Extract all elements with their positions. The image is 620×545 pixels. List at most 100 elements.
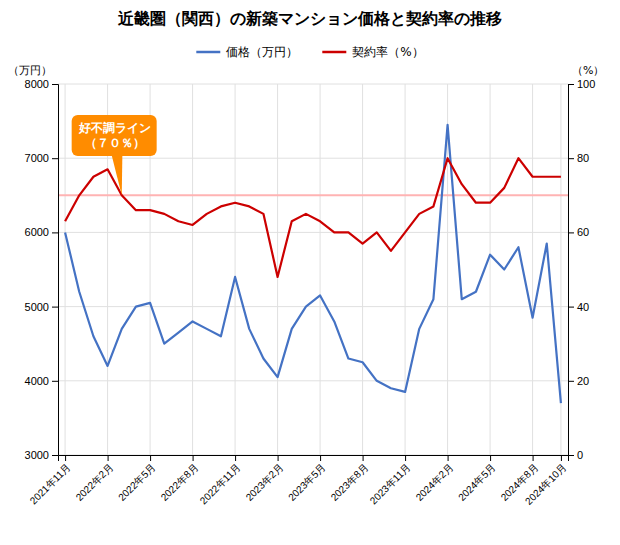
tick-mark	[405, 455, 406, 461]
tick-mark	[108, 455, 109, 461]
y2-tick: 100	[568, 78, 595, 90]
x-tick: 2022年11月	[198, 455, 243, 506]
tick-mark	[52, 232, 58, 233]
axis-line	[52, 85, 59, 456]
tick-mark	[568, 158, 574, 159]
y-tick-label: 6000	[25, 226, 49, 238]
annotation-box	[72, 115, 157, 156]
x-tick: 2022年2月	[74, 455, 116, 503]
x-tick-label: 2022年5月	[116, 461, 158, 503]
grid-line	[320, 84, 321, 455]
tick-mark	[52, 307, 58, 308]
y2-axis: 0 20 40 60 80 100	[568, 78, 595, 461]
y2-tick-label: 60	[577, 226, 589, 238]
x-axis: 2021年11月2022年2月2022年5月2022年8月2022年11月202…	[28, 455, 569, 507]
x-tick: 2024年10月	[523, 455, 569, 507]
annotation-text: 好不調ライン（７０％）	[78, 121, 151, 150]
tick-mark	[568, 232, 574, 233]
y-tick: 7000	[25, 152, 58, 164]
y2-tick-label: 20	[577, 375, 589, 387]
x-tick: 2021年11月	[28, 455, 73, 506]
legend-swatch	[196, 51, 220, 54]
tick-mark	[320, 455, 321, 461]
tick-mark	[533, 455, 534, 461]
x-tick-label: 2022年2月	[74, 461, 116, 503]
y2-tick: 60	[568, 226, 589, 238]
tick-mark	[52, 381, 58, 382]
y-tick-label: 7000	[25, 152, 49, 164]
x-tick: 2023年11月	[368, 455, 413, 506]
tick-mark	[278, 455, 279, 461]
legend-swatch	[322, 51, 346, 54]
tick-mark	[448, 455, 449, 461]
y2-tick-label: 0	[577, 449, 583, 461]
legend-item: 価格（万円）	[196, 45, 298, 59]
grid-line	[362, 84, 363, 455]
tick-mark	[193, 455, 194, 461]
grid-line	[235, 84, 236, 455]
legend-label: 価格（万円）	[226, 45, 298, 59]
x-tick: 2023年2月	[244, 455, 286, 503]
x-tick-label: 2023年5月	[286, 461, 328, 503]
legend-label: 契約率（%）	[352, 45, 423, 59]
y-tick-label: 4000	[25, 375, 49, 387]
grid-line	[405, 84, 406, 455]
y2-tick: 80	[568, 152, 589, 164]
grid-line	[277, 84, 278, 455]
grid-line	[58, 84, 568, 85]
y2-tick: 40	[568, 301, 589, 313]
y-tick: 8000	[25, 78, 58, 90]
y-axis: 3000 4000 5000 6000 7000 8000	[25, 78, 59, 461]
tick-mark	[235, 455, 236, 461]
x-tick-label: 2024年10月	[523, 461, 569, 507]
y-tick-label: 5000	[25, 301, 49, 313]
y2-tick-label: 40	[577, 301, 589, 313]
x-tick: 2022年5月	[116, 455, 158, 503]
tick-mark	[568, 455, 574, 456]
tick-mark	[65, 455, 66, 461]
chart-container: 近畿圏（関西）の新築マンション価格と契約率の推移2021年11月2022年2月2…	[0, 0, 620, 545]
series-line	[65, 158, 561, 277]
y2-axis-label: （%）	[572, 64, 604, 77]
y-tick: 3000	[25, 449, 58, 461]
tick-mark	[150, 455, 151, 461]
x-tick: 2023年5月	[286, 455, 328, 503]
tick-mark	[490, 455, 491, 461]
grid-line	[532, 84, 533, 455]
chart-svg: 近畿圏（関西）の新築マンション価格と契約率の推移2021年11月2022年2月2…	[0, 0, 620, 545]
grid	[58, 84, 568, 455]
tick-mark	[568, 307, 574, 308]
grid-line	[58, 232, 568, 233]
tick-mark	[561, 455, 562, 461]
y-tick: 5000	[25, 301, 58, 313]
y-tick-label: 8000	[25, 78, 49, 90]
axis-line	[59, 456, 569, 462]
y-axis-label: （万円）	[8, 64, 52, 77]
tick-mark	[568, 84, 574, 85]
y-tick: 4000	[25, 375, 58, 387]
x-tick: 2023年8月	[329, 455, 371, 503]
grid-line	[490, 84, 491, 455]
x-tick: 2022年8月	[159, 455, 201, 503]
axis-line	[569, 85, 575, 456]
x-tick-label: 2022年8月	[159, 461, 201, 503]
tick-mark	[52, 455, 58, 456]
tick-mark	[363, 455, 364, 461]
legend: 価格（万円） 契約率（%）	[196, 45, 423, 59]
grid-line	[58, 158, 568, 159]
grid-line	[65, 84, 66, 455]
grid-line	[58, 380, 568, 381]
title: 近畿圏（関西）の新築マンション価格と契約率の推移	[117, 9, 502, 28]
y2-tick-label: 100	[577, 78, 595, 90]
y2-tick: 20	[568, 375, 589, 387]
x-tick-label: 2024年5月	[456, 461, 498, 503]
series-line	[65, 125, 561, 403]
x-tick: 2024年2月	[414, 455, 456, 503]
tick-mark	[52, 158, 58, 159]
grid-line	[192, 84, 193, 455]
x-tick: 2024年5月	[456, 455, 498, 503]
x-tick-label: 2023年8月	[329, 461, 371, 503]
reference-line	[58, 194, 568, 196]
x-tick-label: 2023年11月	[368, 461, 413, 506]
y-tick-label: 3000	[25, 449, 49, 461]
